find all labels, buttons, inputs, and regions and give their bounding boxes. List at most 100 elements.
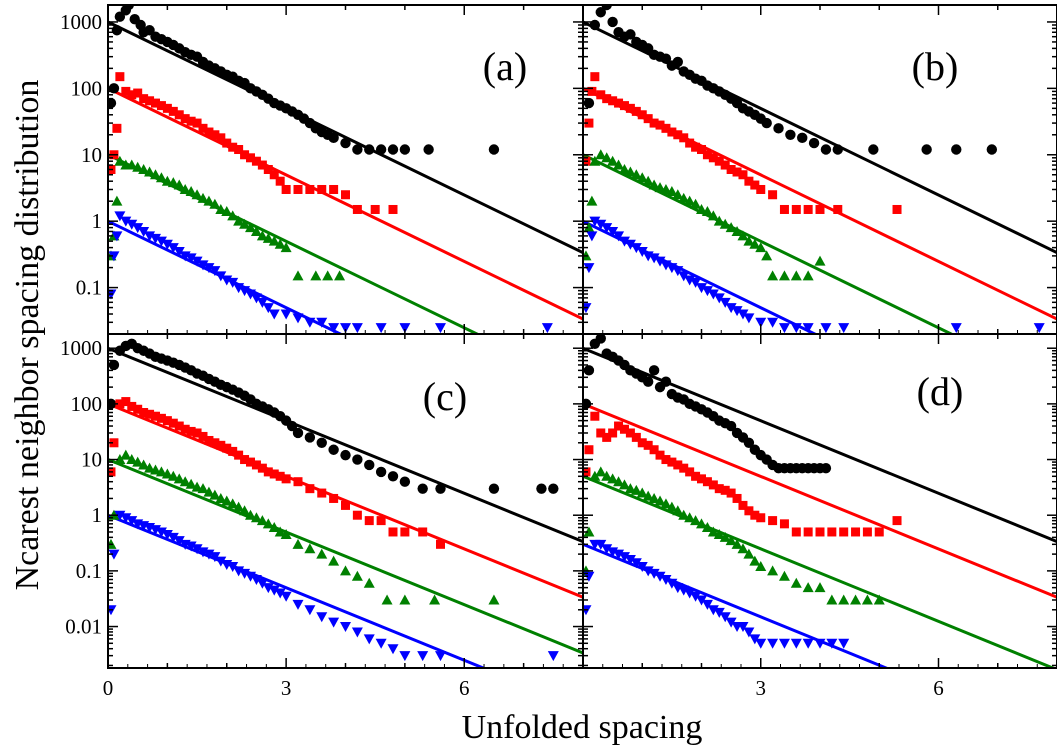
data-point bbox=[399, 476, 411, 487]
data-point bbox=[204, 435, 214, 445]
data-point bbox=[114, 211, 126, 222]
y-tick-label: 1000 bbox=[60, 10, 102, 34]
data-point bbox=[583, 97, 595, 109]
data-point bbox=[750, 180, 760, 190]
data-point bbox=[590, 72, 600, 82]
data-point bbox=[767, 565, 779, 576]
data-point bbox=[802, 582, 814, 593]
data-point bbox=[719, 297, 731, 308]
data-point bbox=[250, 225, 262, 236]
data-point bbox=[257, 160, 267, 170]
data-point bbox=[341, 190, 350, 200]
data-point bbox=[215, 271, 227, 282]
data-point bbox=[351, 323, 363, 334]
data-point bbox=[293, 184, 303, 194]
data-point bbox=[156, 101, 166, 111]
data-point bbox=[738, 170, 748, 180]
data-point bbox=[387, 644, 399, 655]
data-point bbox=[613, 549, 625, 560]
data-point bbox=[743, 548, 755, 559]
panel-label: (d) bbox=[917, 369, 964, 414]
data-point bbox=[691, 142, 701, 152]
data-point bbox=[690, 198, 702, 209]
data-point bbox=[418, 527, 428, 537]
data-point bbox=[797, 132, 808, 144]
data-point bbox=[725, 617, 737, 628]
data-point bbox=[778, 570, 790, 581]
data-point bbox=[215, 203, 227, 214]
data-point bbox=[262, 518, 274, 529]
data-point bbox=[649, 118, 659, 128]
y-tick-label: 100 bbox=[71, 392, 103, 416]
data-point bbox=[227, 561, 239, 572]
data-point bbox=[808, 137, 820, 149]
data-point bbox=[625, 103, 635, 113]
data-point bbox=[803, 527, 813, 537]
data-point bbox=[814, 638, 826, 649]
data-point bbox=[951, 144, 962, 155]
data-point bbox=[286, 420, 298, 432]
data-point bbox=[790, 577, 802, 588]
data-point bbox=[209, 198, 221, 209]
data-point bbox=[814, 582, 826, 593]
data-point bbox=[274, 588, 286, 599]
data-point bbox=[123, 5, 134, 11]
data-point bbox=[661, 123, 671, 133]
data-point bbox=[583, 365, 595, 376]
data-point bbox=[815, 527, 825, 537]
data-point bbox=[607, 473, 619, 484]
data-point bbox=[173, 536, 185, 547]
x-tick-label: 6 bbox=[459, 676, 470, 700]
data-point bbox=[375, 466, 387, 478]
data-point bbox=[274, 526, 286, 537]
data-point bbox=[251, 460, 261, 470]
data-point bbox=[292, 538, 304, 549]
data-point bbox=[192, 428, 202, 438]
data-point bbox=[631, 106, 641, 116]
data-point bbox=[601, 152, 613, 163]
data-point bbox=[756, 184, 766, 194]
data-point bbox=[114, 510, 126, 521]
data-point bbox=[648, 253, 660, 264]
data-point bbox=[328, 323, 340, 334]
fit-line-1 bbox=[108, 87, 583, 321]
data-point bbox=[625, 29, 636, 40]
data-point bbox=[791, 527, 801, 537]
data-point bbox=[595, 539, 607, 550]
data-point bbox=[292, 599, 304, 610]
data-point bbox=[197, 260, 209, 271]
data-point bbox=[250, 293, 262, 304]
data-point bbox=[210, 438, 220, 448]
data-point bbox=[173, 473, 185, 484]
data-point bbox=[381, 594, 393, 605]
data-point bbox=[642, 566, 654, 577]
data-point bbox=[162, 103, 172, 113]
data-point bbox=[832, 144, 843, 155]
data-point bbox=[607, 16, 618, 28]
data-point bbox=[737, 230, 749, 241]
data-point bbox=[790, 638, 802, 649]
data-point bbox=[150, 464, 161, 475]
data-point bbox=[263, 467, 273, 477]
data-point bbox=[197, 483, 209, 494]
data-point bbox=[642, 490, 654, 501]
data-point bbox=[257, 463, 267, 473]
data-point bbox=[642, 376, 654, 387]
data-point bbox=[292, 270, 304, 281]
data-point bbox=[726, 488, 736, 498]
data-point bbox=[654, 182, 666, 193]
y-tick-label: 0.01 bbox=[65, 615, 102, 639]
plot-area bbox=[583, 334, 1057, 668]
data-point bbox=[719, 218, 731, 229]
plot-area bbox=[108, 338, 583, 668]
data-point bbox=[768, 516, 778, 526]
data-point bbox=[750, 510, 760, 520]
data-point bbox=[851, 527, 861, 537]
data-point bbox=[364, 144, 375, 155]
data-point bbox=[684, 512, 696, 523]
data-point bbox=[180, 114, 190, 124]
data-point bbox=[690, 591, 702, 602]
data-point bbox=[744, 176, 754, 186]
data-point bbox=[584, 118, 594, 128]
data-point bbox=[618, 479, 630, 490]
